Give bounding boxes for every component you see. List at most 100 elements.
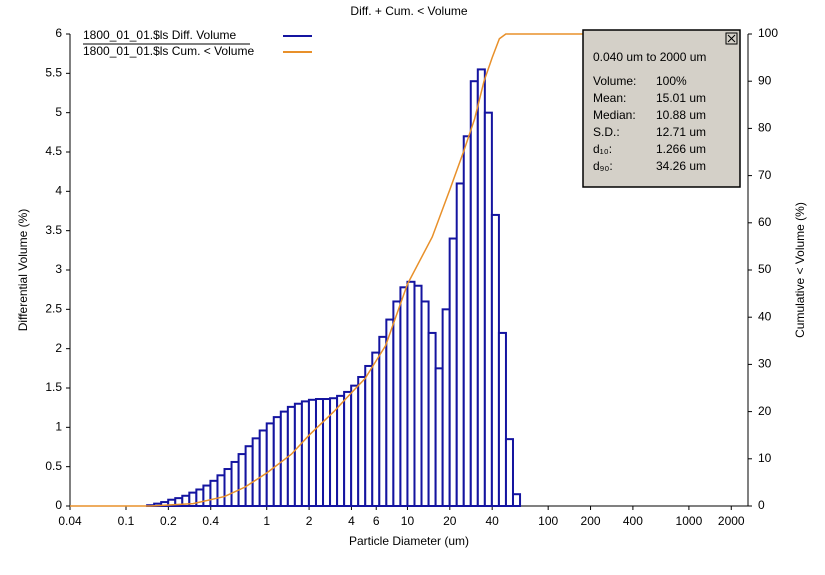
- bar: [511, 493, 522, 508]
- y2-tick-label: 80: [758, 121, 772, 135]
- y2-tick-label: 10: [758, 451, 772, 465]
- x-tick-label: 0.4: [202, 514, 219, 528]
- info-value: 12.71 um: [656, 125, 706, 139]
- bar: [364, 364, 374, 507]
- x-tick-label: 10: [401, 514, 415, 528]
- bar: [483, 111, 493, 508]
- bar: [469, 80, 479, 507]
- info-key: Mean:: [593, 91, 626, 105]
- bar: [202, 484, 212, 507]
- y-tick-label: 4.5: [45, 144, 62, 158]
- bar: [448, 237, 458, 508]
- cumulative-line: [70, 33, 732, 507]
- info-value: 34.26 um: [656, 159, 706, 173]
- info-box-bg: [582, 29, 741, 188]
- y-tick-label: 3: [55, 262, 62, 276]
- x-tick-label: 4: [348, 514, 355, 528]
- y2-tick-label: 30: [758, 357, 772, 371]
- bar: [399, 286, 409, 507]
- y2-tick-label: 90: [758, 73, 772, 87]
- bar: [244, 445, 254, 508]
- bar: [230, 460, 240, 507]
- y2-tick-label: 70: [758, 168, 772, 182]
- info-range: 0.040 um to 2000 um: [593, 50, 706, 64]
- info-value: 100%: [656, 74, 687, 88]
- y2-tick-label: 100: [758, 26, 778, 40]
- x-tick-label: 100: [538, 514, 558, 528]
- bar: [209, 479, 219, 507]
- bar: [350, 384, 360, 508]
- y-tick-label: 2: [55, 341, 62, 355]
- bar: [195, 488, 205, 508]
- legend-label: 1800_01_01.$ls Diff. Volume: [83, 28, 237, 42]
- bar: [314, 398, 325, 507]
- info-key: d₉₀:: [593, 159, 613, 173]
- bar: [300, 400, 310, 507]
- info-key: Volume:: [593, 74, 636, 88]
- bar: [258, 429, 268, 508]
- bar: [455, 182, 465, 507]
- bar: [343, 390, 353, 507]
- bar: [371, 351, 381, 507]
- info-value: 15.01 um: [656, 91, 706, 105]
- y2-tick-label: 50: [758, 262, 772, 276]
- y-axis-label: Differential Volume (%): [16, 209, 30, 332]
- bar: [336, 394, 346, 507]
- bar: [504, 438, 514, 507]
- x-tick-label: 0.1: [118, 514, 135, 528]
- bar: [265, 422, 275, 507]
- bar: [490, 213, 500, 508]
- bar: [420, 300, 430, 508]
- bar: [392, 300, 402, 508]
- bar: [462, 135, 472, 507]
- close-icon: [727, 34, 736, 43]
- bar: [441, 308, 451, 508]
- y2-tick-label: 60: [758, 215, 772, 229]
- bar: [476, 68, 486, 508]
- y2-tick-label: 0: [758, 498, 765, 512]
- y-tick-label: 0.5: [45, 459, 62, 473]
- bar: [272, 416, 282, 507]
- legend-label: 1800_01_01.$ls Cum. < Volume: [83, 44, 254, 58]
- bar: [293, 402, 303, 508]
- info-key: d₁₀:: [593, 142, 612, 156]
- info-box: 0.040 um to 2000 um Volume: 100% Mean: 15.01…: [582, 29, 741, 188]
- y-tick-label: 1: [55, 420, 62, 434]
- x-tick-label: 2: [306, 514, 313, 528]
- chart-title: Diff. + Cum. < Volume: [350, 4, 467, 18]
- x-tick-label: 40: [485, 514, 499, 528]
- x-tick-label: 1000: [676, 514, 703, 528]
- x-axis-label: Particle Diameter (um): [349, 534, 469, 548]
- bar: [237, 453, 247, 507]
- y-tick-label: 2.5: [45, 302, 62, 316]
- bar: [357, 375, 367, 507]
- x-tick-label: 2000: [718, 514, 745, 528]
- info-value: 1.266 um: [656, 142, 706, 156]
- y-tick-label: 5.5: [45, 66, 62, 80]
- y-tick-label: 1.5: [45, 380, 62, 394]
- y-tick-label: 4: [55, 184, 62, 198]
- x-tick-label: 0.04: [58, 514, 82, 528]
- bar: [307, 398, 317, 507]
- y-tick-label: 6: [55, 26, 62, 40]
- bar: [413, 284, 423, 507]
- y2-axis-label: Cumulative < Volume (%): [793, 202, 807, 338]
- bar: [406, 280, 416, 507]
- bar: [434, 367, 444, 508]
- bar: [322, 398, 332, 507]
- bar: [223, 468, 233, 508]
- bar: [385, 318, 395, 507]
- x-tick-label: 6: [373, 514, 380, 528]
- bar: [427, 331, 437, 507]
- x-tick-label: 1: [263, 514, 270, 528]
- bar: [378, 335, 388, 507]
- info-key: S.D.:: [593, 125, 620, 139]
- y-tick-label: 5: [55, 105, 62, 119]
- y2-tick-label: 20: [758, 404, 772, 418]
- x-tick-label: 400: [623, 514, 643, 528]
- x-tick-label: 0.2: [160, 514, 177, 528]
- y2-tick-label: 40: [758, 309, 772, 323]
- x-tick-label: 200: [581, 514, 601, 528]
- info-value: 10.88 um: [656, 108, 706, 122]
